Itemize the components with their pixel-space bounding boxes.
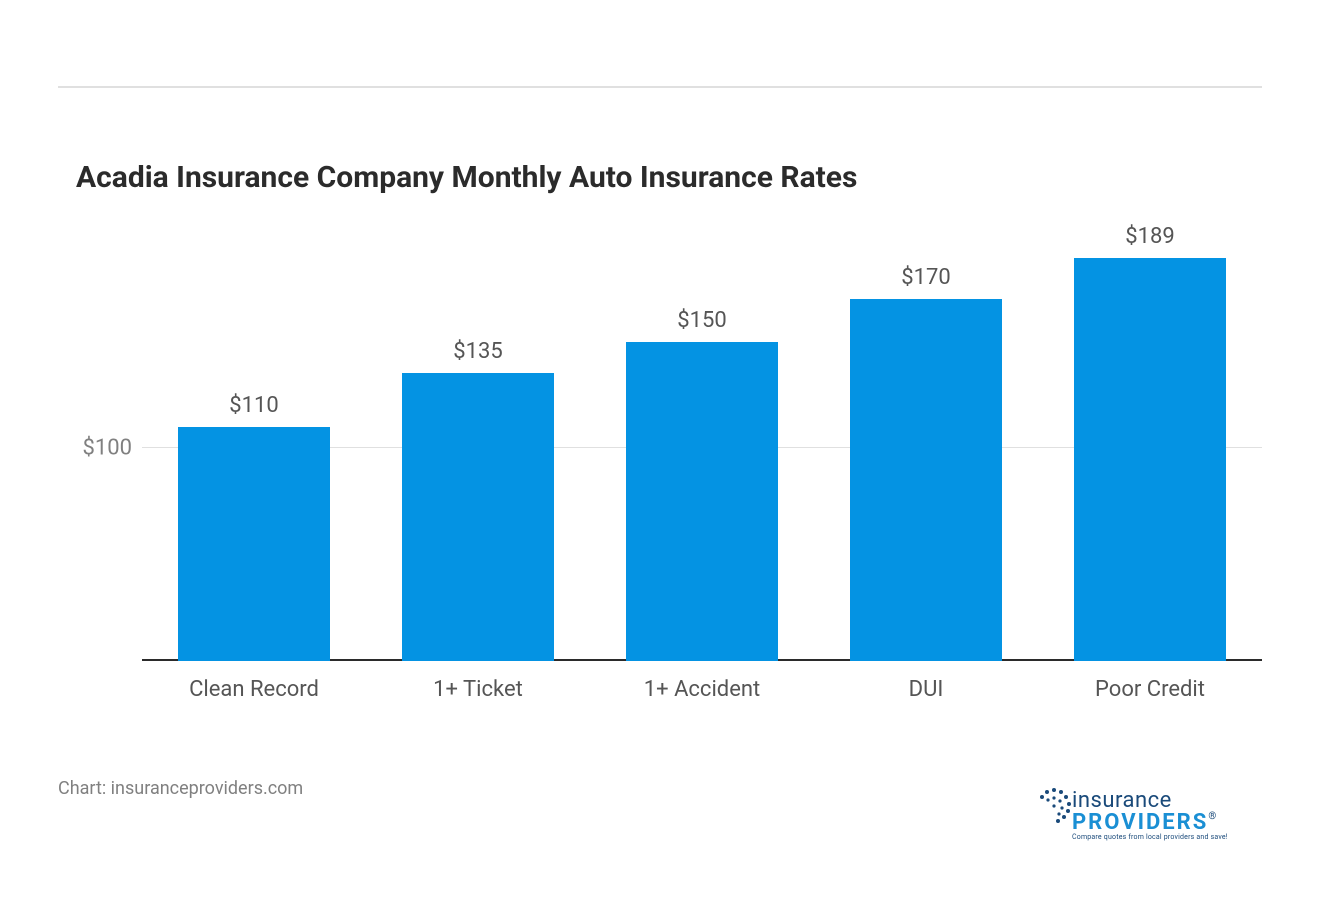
logo-dots-icon: [1034, 786, 1074, 826]
bar: $135: [402, 373, 554, 661]
brand-logo: insurance PROVIDERS® Compare quotes from…: [1042, 792, 1262, 852]
top-divider: [58, 86, 1262, 88]
logo-tagline: Compare quotes from local providers and …: [1072, 834, 1228, 841]
y-tick-label: $100: [62, 436, 142, 461]
bar: $189: [1074, 258, 1226, 661]
x-category-label: Poor Credit: [1095, 677, 1205, 702]
bar-value-label: $150: [626, 308, 778, 333]
bar-value-label: $189: [1074, 224, 1226, 249]
x-category-label: Clean Record: [189, 677, 319, 702]
chart-title: Acadia Insurance Company Monthly Auto In…: [76, 160, 857, 195]
bar-value-label: $170: [850, 265, 1002, 290]
x-category-label: 1+ Ticket: [433, 677, 523, 702]
bar: $170: [850, 299, 1002, 661]
chart-source: Chart: insuranceproviders.com: [58, 778, 303, 799]
x-category-label: DUI: [909, 677, 944, 702]
chart-area: $100 $110 Clean Record $135 1+ Ticket $150 1+ …: [58, 235, 1262, 715]
logo-text-providers: PROVIDERS: [1072, 810, 1208, 835]
bar-value-label: $135: [402, 339, 554, 364]
plot-region: $100$110Clean Record$1351+ Ticket$1501+ …: [142, 235, 1262, 661]
bar: $110: [178, 427, 330, 661]
bar-value-label: $110: [178, 393, 330, 418]
x-category-label: 1+ Accident: [644, 677, 760, 702]
bar: $150: [626, 342, 778, 662]
